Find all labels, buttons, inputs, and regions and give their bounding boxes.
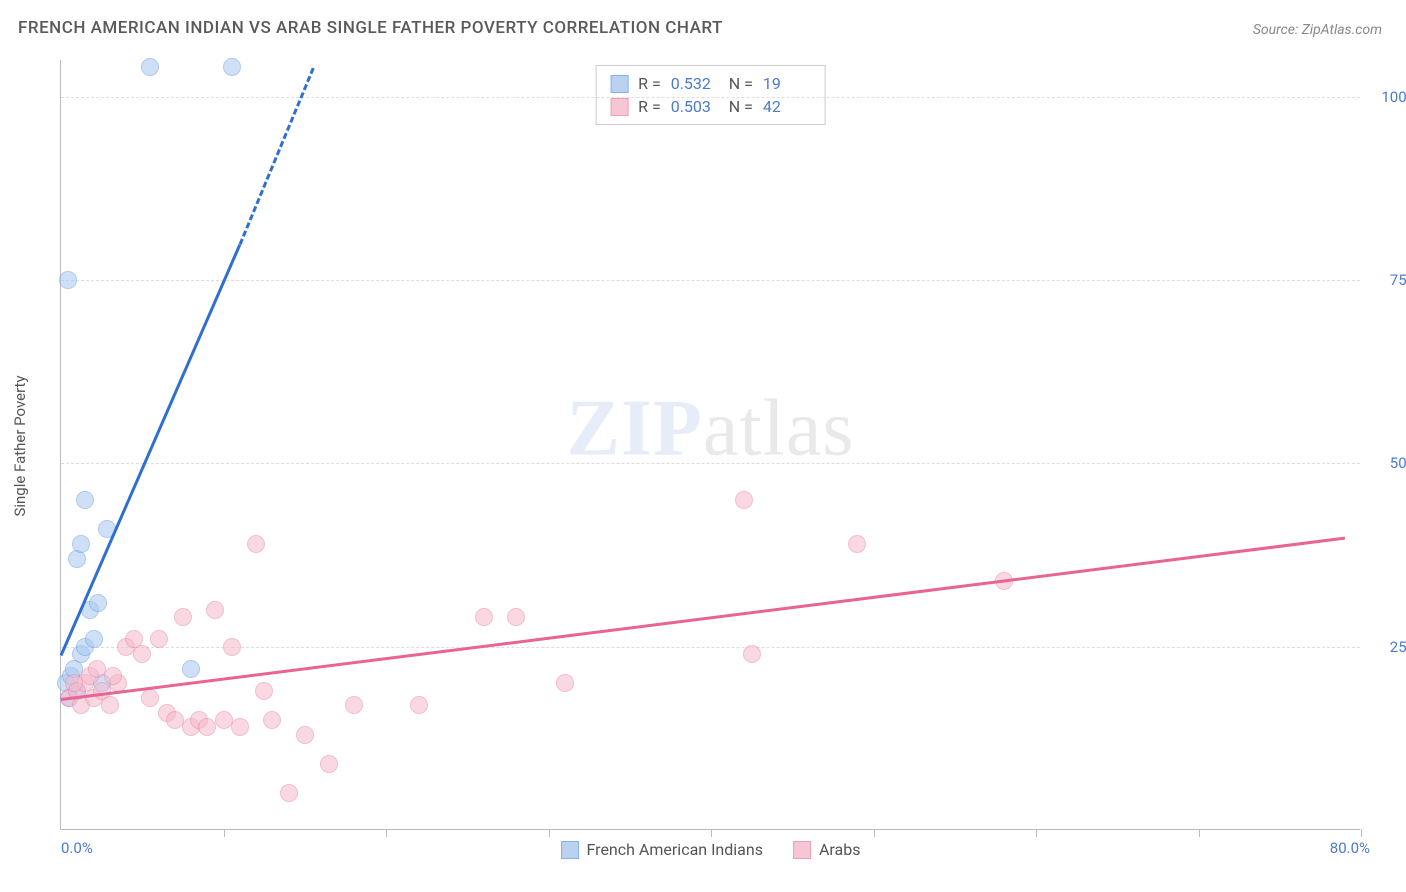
data-point <box>735 491 753 509</box>
gridline <box>61 97 1360 98</box>
r-value: 0.503 <box>671 97 719 116</box>
trendline <box>60 244 241 656</box>
x-tick <box>711 829 712 837</box>
legend-stat-row: R = 0.532 N = 19 <box>610 72 811 95</box>
data-point <box>475 608 493 626</box>
n-label: N = <box>729 74 753 93</box>
data-point <box>507 608 525 626</box>
legend-correlation-box: R = 0.532 N = 19 R = 0.503 N = 42 <box>595 65 826 125</box>
y-tick-label: 25.0% <box>1370 638 1406 656</box>
legend-series-label: French American Indians <box>587 840 763 859</box>
y-tick-label: 100.0% <box>1370 88 1406 106</box>
r-label: R = <box>638 74 661 93</box>
data-point <box>247 535 265 553</box>
gridline <box>61 463 1360 464</box>
data-point <box>59 271 77 289</box>
x-axis-origin-label: 0.0% <box>61 839 93 857</box>
data-point <box>223 58 241 76</box>
data-point <box>263 711 281 729</box>
data-point <box>182 660 200 678</box>
data-point <box>848 535 866 553</box>
n-label: N = <box>729 97 753 116</box>
trendline <box>61 537 1345 701</box>
x-tick <box>549 829 550 837</box>
gridline <box>61 280 1360 281</box>
data-point <box>76 491 94 509</box>
data-point <box>296 726 314 744</box>
y-tick-label: 50.0% <box>1370 454 1406 472</box>
data-point <box>141 58 159 76</box>
source-attribution: Source: ZipAtlas.com <box>1253 22 1382 38</box>
data-point <box>150 630 168 648</box>
watermark-atlas: atlas <box>703 385 855 473</box>
watermark: ZIPatlas <box>567 384 855 475</box>
y-axis-label: Single Father Poverty <box>11 375 29 516</box>
r-value: 0.532 <box>671 74 719 93</box>
data-point <box>223 638 241 656</box>
data-point <box>65 674 83 692</box>
x-axis-end-label: 80.0% <box>1330 839 1370 857</box>
trendline-dashed <box>238 68 314 245</box>
data-point <box>174 608 192 626</box>
data-point <box>345 696 363 714</box>
data-point <box>104 667 122 685</box>
n-value: 19 <box>763 74 811 93</box>
data-point <box>101 696 119 714</box>
watermark-zip: ZIP <box>567 385 703 473</box>
data-point <box>85 630 103 648</box>
legend-swatch <box>610 98 628 116</box>
legend-swatch <box>793 841 811 859</box>
data-point <box>231 718 249 736</box>
data-point <box>556 674 574 692</box>
data-point <box>320 755 338 773</box>
legend-series-item: Arabs <box>793 840 861 859</box>
data-point <box>198 718 216 736</box>
data-point <box>133 645 151 663</box>
gridline <box>61 647 1360 648</box>
x-tick <box>386 829 387 837</box>
plot-area: ZIPatlas R =0.532N =19R =0.503N =42 Fren… <box>60 60 1360 830</box>
legend-swatch <box>561 841 579 859</box>
data-point <box>280 784 298 802</box>
legend-stat-row: R = 0.503 N = 42 <box>610 95 811 118</box>
x-tick <box>1036 829 1037 837</box>
x-tick <box>874 829 875 837</box>
legend-series-item: French American Indians <box>561 840 763 859</box>
data-point <box>141 689 159 707</box>
data-point <box>410 696 428 714</box>
data-point <box>255 682 273 700</box>
x-tick <box>1361 829 1362 837</box>
legend-swatch <box>610 75 628 93</box>
x-tick <box>1199 829 1200 837</box>
legend-series-label: Arabs <box>819 840 861 859</box>
legend-series: French American Indians Arabs <box>561 840 861 859</box>
chart-title: FRENCH AMERICAN INDIAN VS ARAB SINGLE FA… <box>18 18 723 38</box>
data-point <box>206 601 224 619</box>
n-value: 42 <box>763 97 811 116</box>
data-point <box>72 535 90 553</box>
y-tick-label: 75.0% <box>1370 271 1406 289</box>
data-point <box>89 594 107 612</box>
r-label: R = <box>638 97 661 116</box>
x-tick <box>224 829 225 837</box>
data-point <box>743 645 761 663</box>
